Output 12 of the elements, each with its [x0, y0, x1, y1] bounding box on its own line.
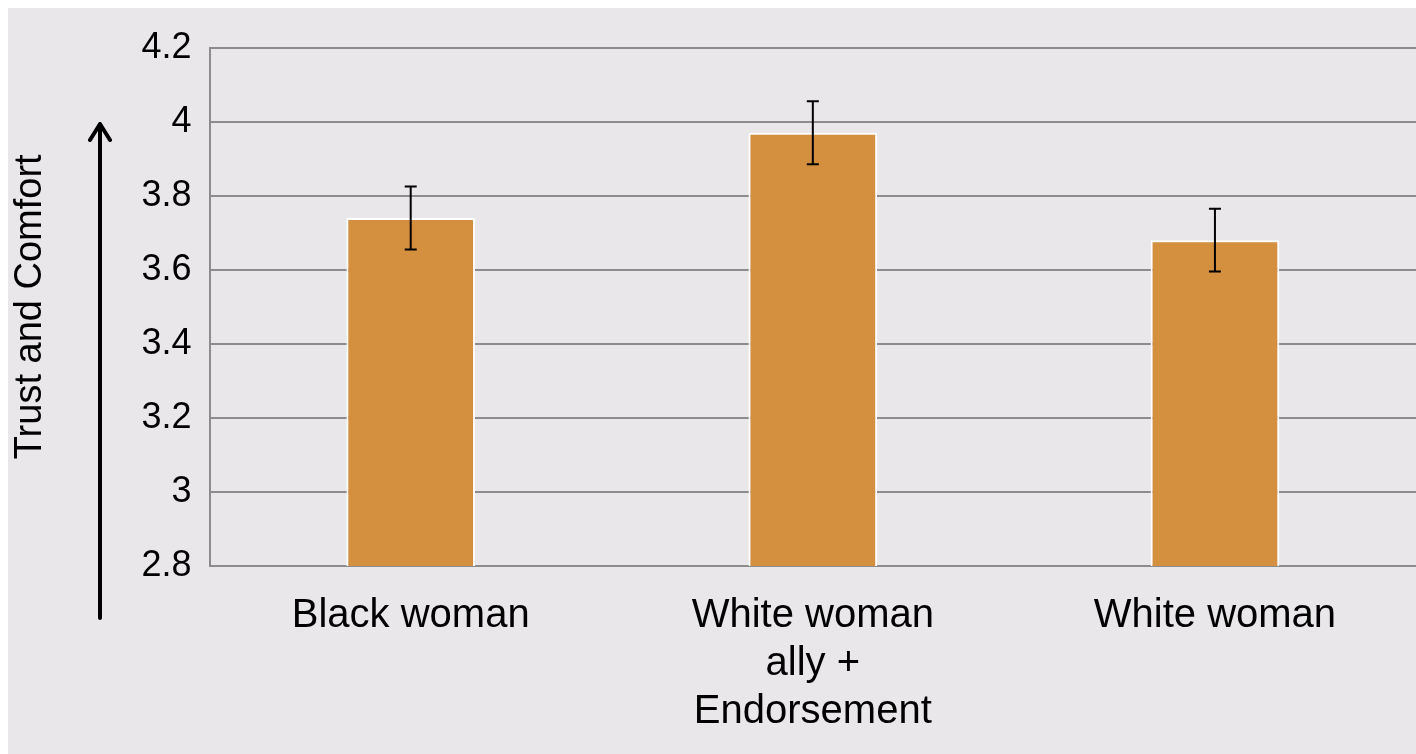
- y-tick-label: 3.6: [141, 246, 192, 288]
- y-tick-label: 3.2: [141, 394, 192, 436]
- y-axis-title: Trust and Comfort: [7, 153, 50, 460]
- y-tick-label: 2.8: [141, 542, 192, 584]
- x-tick-label: White woman ally + Endorsement: [691, 591, 934, 732]
- y-tick-label: 4: [171, 98, 192, 140]
- y-tick-label: 3.4: [141, 320, 192, 362]
- y-tick-label: 3: [171, 468, 192, 510]
- y-tick-label: 3.8: [141, 172, 192, 214]
- x-tick-label: White woman: [1093, 591, 1337, 636]
- x-tick-label: Black woman: [291, 591, 530, 636]
- y-tick-label: 4.2: [141, 24, 192, 66]
